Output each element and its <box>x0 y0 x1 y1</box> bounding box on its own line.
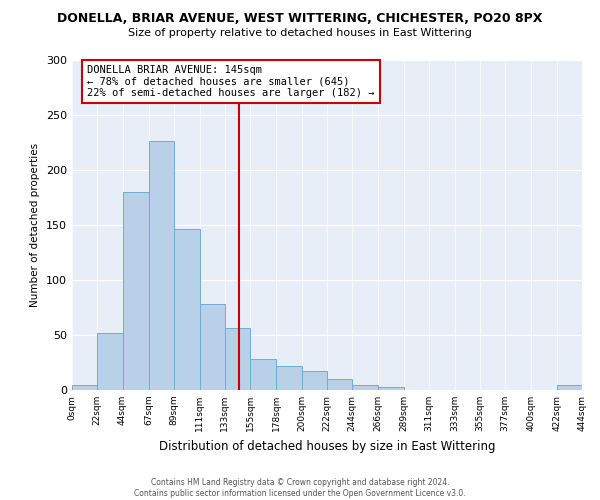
Bar <box>174 230 199 390</box>
Bar <box>277 366 302 390</box>
X-axis label: Distribution of detached houses by size in East Wittering: Distribution of detached houses by size … <box>159 440 495 452</box>
Bar <box>377 386 404 390</box>
Bar <box>327 379 352 390</box>
Bar <box>352 384 377 390</box>
Bar <box>149 142 174 390</box>
Bar <box>225 328 250 390</box>
Bar <box>557 384 582 390</box>
Text: Size of property relative to detached houses in East Wittering: Size of property relative to detached ho… <box>128 28 472 38</box>
Bar <box>122 192 149 390</box>
Bar <box>199 304 225 390</box>
Text: DONELLA BRIAR AVENUE: 145sqm
← 78% of detached houses are smaller (645)
22% of s: DONELLA BRIAR AVENUE: 145sqm ← 78% of de… <box>88 65 375 98</box>
Bar <box>97 333 122 390</box>
Bar <box>72 384 97 390</box>
Bar <box>250 359 277 390</box>
Bar <box>302 372 327 390</box>
Text: Contains HM Land Registry data © Crown copyright and database right 2024.
Contai: Contains HM Land Registry data © Crown c… <box>134 478 466 498</box>
Y-axis label: Number of detached properties: Number of detached properties <box>31 143 40 307</box>
Text: DONELLA, BRIAR AVENUE, WEST WITTERING, CHICHESTER, PO20 8PX: DONELLA, BRIAR AVENUE, WEST WITTERING, C… <box>58 12 542 26</box>
